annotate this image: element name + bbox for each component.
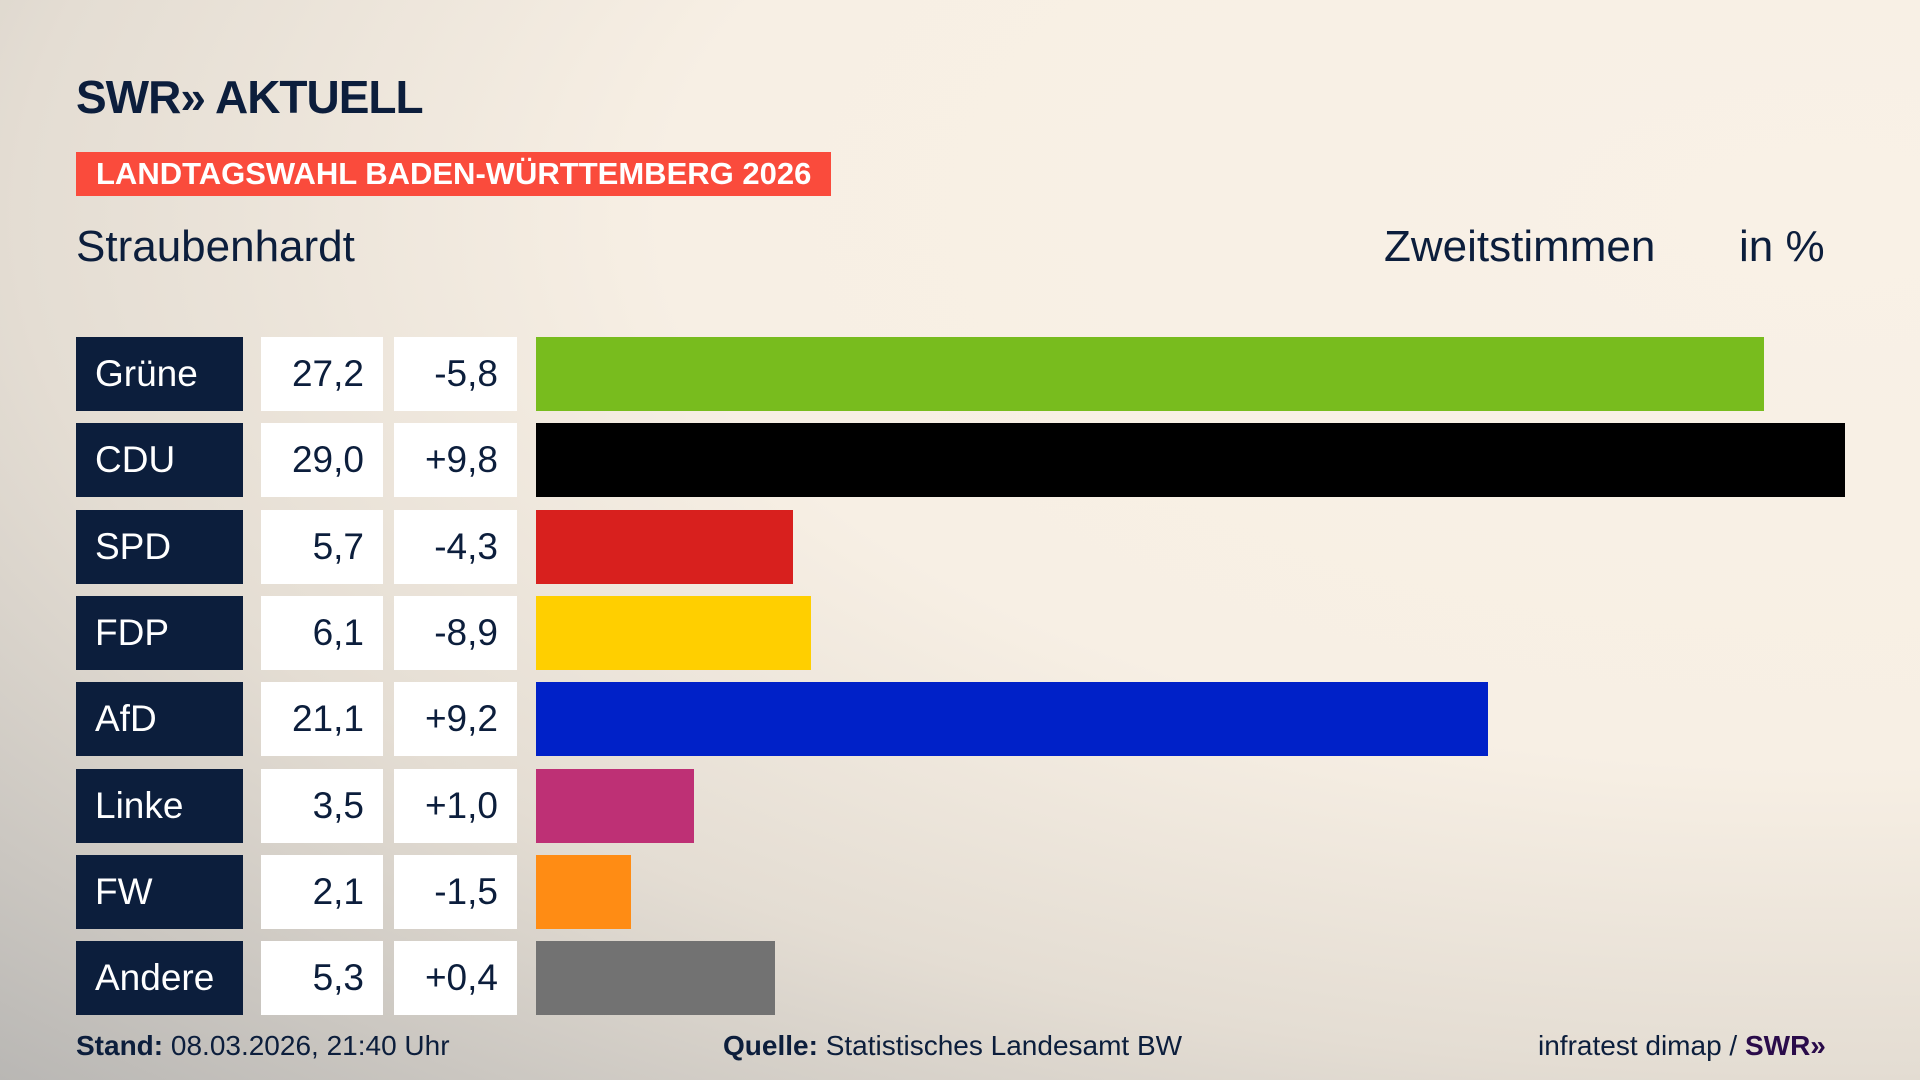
stand-value: 08.03.2026, 21:40 Uhr bbox=[170, 1030, 450, 1061]
party-name: FDP bbox=[76, 595, 243, 670]
party-value: 6,1 bbox=[261, 595, 383, 670]
party-diff: +9,2 bbox=[394, 682, 517, 757]
party-value: 5,3 bbox=[261, 941, 383, 1016]
election-banner: LANDTAGSWAHL BADEN-WÜRTTEMBERG 2026 bbox=[76, 152, 832, 196]
party-row: FW 2,1 -1,5 bbox=[76, 854, 1876, 929]
source-value: Statistisches Landesamt BW bbox=[825, 1030, 1183, 1061]
party-name: Grüne bbox=[76, 337, 243, 411]
party-value: 27,2 bbox=[261, 337, 383, 411]
stand-label: Stand: bbox=[76, 1030, 164, 1061]
party-name: CDU bbox=[76, 423, 243, 498]
party-row: SPD 5,7 -4,3 bbox=[76, 509, 1876, 584]
party-diff: +1,0 bbox=[394, 768, 517, 843]
timestamp: Stand: 08.03.2026, 21:40 Uhr bbox=[76, 1030, 450, 1062]
party-bar bbox=[536, 595, 812, 670]
party-name: FW bbox=[76, 854, 243, 929]
party-diff: +0,4 bbox=[394, 941, 517, 1016]
party-diff: -1,5 bbox=[394, 854, 517, 929]
party-row: AfD 21,1 +9,2 bbox=[76, 682, 1876, 757]
source: Quelle: Statistisches Landesamt BW bbox=[723, 1030, 1182, 1062]
source-label: Quelle: bbox=[723, 1030, 818, 1061]
swr-aktuell-logo: SWR» AKTUELL bbox=[76, 71, 424, 123]
party-row: FDP 6,1 -8,9 bbox=[76, 595, 1876, 670]
party-row: Linke 3,5 +1,0 bbox=[76, 768, 1876, 843]
swr-logo: SWR» bbox=[1744, 1030, 1826, 1061]
party-diff: -4,3 bbox=[394, 509, 517, 584]
credit: infratest dimap / SWR» bbox=[1538, 1030, 1826, 1062]
unit-label: in % bbox=[1739, 222, 1825, 271]
party-name: Linke bbox=[76, 768, 243, 843]
party-bar bbox=[536, 423, 1845, 498]
place-title: Straubenhardt bbox=[76, 222, 355, 271]
party-row: Grüne 27,2 -5,8 bbox=[76, 337, 1876, 411]
vote-type-label: Zweitstimmen bbox=[1384, 222, 1656, 271]
party-name: Andere bbox=[76, 941, 243, 1016]
party-row: Andere 5,3 +0,4 bbox=[76, 941, 1876, 1016]
party-name: SPD bbox=[76, 509, 243, 584]
party-bar bbox=[536, 768, 694, 843]
party-bar bbox=[536, 854, 631, 929]
party-value: 21,1 bbox=[261, 682, 383, 757]
party-diff: -5,8 bbox=[394, 337, 517, 411]
party-diff: -8,9 bbox=[394, 595, 517, 670]
party-value: 5,7 bbox=[261, 509, 383, 584]
party-row: CDU 29,0 +9,8 bbox=[76, 423, 1876, 498]
party-bar bbox=[536, 509, 794, 584]
party-diff: +9,8 bbox=[394, 423, 517, 498]
credit-text: infratest dimap / bbox=[1538, 1030, 1745, 1061]
party-value: 3,5 bbox=[261, 768, 383, 843]
party-bar bbox=[536, 941, 776, 1016]
party-bar bbox=[536, 682, 1489, 757]
party-value: 29,0 bbox=[261, 423, 383, 498]
party-value: 2,1 bbox=[261, 854, 383, 929]
party-name: AfD bbox=[76, 682, 243, 757]
party-bar bbox=[536, 337, 1764, 411]
